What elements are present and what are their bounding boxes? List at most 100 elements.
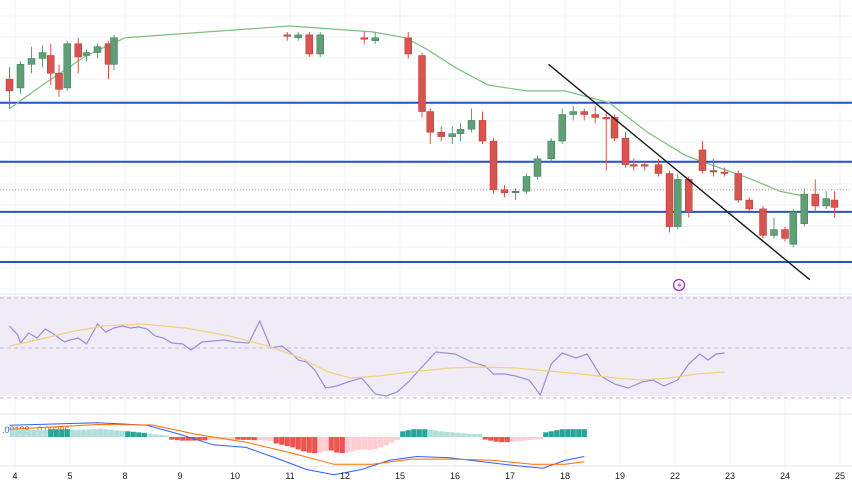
x-axis-tick-label: 17 (505, 471, 515, 481)
macd-histogram-bar (394, 437, 400, 441)
macd-histogram-bar (312, 437, 318, 454)
candle-body (500, 189, 509, 193)
macd-histogram-bar (42, 429, 48, 437)
macd-histogram-bar (251, 437, 257, 441)
macd-histogram-bar (163, 435, 169, 437)
candle-body (685, 179, 693, 213)
macd-histogram-bar (279, 437, 285, 445)
macd-histogram-bar (559, 429, 565, 437)
macd-histogram-bar (405, 430, 411, 437)
candle-body (38, 52, 47, 59)
x-axis-tick-label: 8 (122, 471, 127, 481)
macd-histogram-bar (284, 437, 290, 447)
macd-histogram-bar (515, 437, 521, 442)
macd-histogram-bar (471, 433, 477, 437)
candle-body (74, 43, 82, 58)
macd-histogram-bar (306, 437, 312, 453)
candle-body (665, 173, 674, 227)
x-axis-tick-label: 11 (285, 471, 294, 481)
candle-body (63, 43, 71, 89)
macd-histogram-bar (169, 437, 175, 440)
macd-histogram-bar (493, 437, 499, 442)
macd-histogram-bar (554, 430, 560, 437)
candle-body (93, 46, 102, 53)
candle-body (630, 164, 638, 167)
macd-histogram-bar (383, 437, 389, 446)
macd-histogram-bar (317, 437, 323, 453)
macd-histogram-bar (581, 429, 587, 437)
macd-histogram-bar (114, 430, 120, 437)
macd-histogram-bar (136, 432, 142, 437)
macd-histogram-bar (570, 429, 576, 437)
macd-histogram-bar (301, 437, 307, 452)
candle-body (418, 55, 426, 112)
macd-histogram-bar (108, 429, 114, 437)
candle-body (709, 170, 718, 173)
x-axis-tick-label: 5 (67, 471, 72, 481)
macd-histogram-bar (482, 437, 488, 440)
macd-histogram-bar (444, 431, 450, 437)
candle-body (811, 193, 819, 207)
macd-histogram-bar (488, 437, 494, 441)
candle-body (82, 52, 91, 56)
oscillator-band-fill (0, 296, 852, 396)
macd-histogram-bar (400, 431, 406, 437)
x-axis-tick-label: 4 (12, 471, 17, 481)
candle-body (789, 211, 797, 245)
macd-histogram-bar (268, 437, 274, 441)
candle-body (602, 117, 610, 120)
candle-body (822, 198, 830, 207)
macd-histogram-bar (15, 429, 21, 437)
x-axis-tick-label: 25 (835, 471, 845, 481)
x-axis-tick-label: 23 (725, 471, 735, 481)
candle-body (674, 179, 682, 227)
macd-histogram-bar (97, 428, 103, 437)
candle-body (569, 111, 577, 115)
macd-histogram-bar (477, 433, 483, 437)
macd-histogram-bar (26, 429, 32, 437)
macd-histogram-bar (328, 437, 334, 451)
candle-body (547, 140, 555, 160)
candle-body (294, 34, 302, 39)
candle-body (110, 37, 118, 65)
alert-marker[interactable] (672, 278, 686, 292)
macd-histogram-bar (295, 437, 301, 450)
macd-histogram-bar (521, 437, 527, 441)
candle-body (759, 208, 767, 236)
macd-histogram-bar (433, 430, 439, 437)
candle-body (830, 199, 839, 208)
x-axis-tick-label: 15 (395, 471, 405, 481)
macd-histogram-bar (565, 429, 571, 437)
macd-histogram-bar (367, 437, 373, 450)
lightning-bolt-glyph (677, 281, 682, 289)
candle-body (16, 64, 25, 89)
oscillator-pane (9, 319, 725, 397)
macd-histogram-bar (499, 437, 505, 443)
candle-body (591, 114, 599, 118)
macd-histogram-bar (350, 437, 356, 452)
candle-body (283, 34, 291, 37)
x-axis-tick-label: 18 (560, 471, 570, 481)
macd-histogram-bar (125, 431, 131, 437)
candle-body (654, 164, 663, 174)
candle-body (580, 111, 588, 115)
trendline (548, 63, 811, 281)
oscillator-main-line (9, 319, 725, 397)
macd-histogram-bar (180, 437, 186, 441)
candle-body (404, 37, 412, 55)
x-axis-tick-label: 16 (450, 471, 460, 481)
macd-histogram-bar (240, 437, 246, 440)
candle-body (720, 171, 729, 174)
candle-body (5, 78, 14, 92)
macd-histogram-bar (411, 429, 417, 437)
candle-body (533, 158, 542, 177)
macd-histogram-bar (510, 437, 516, 442)
macd-histogram-bar (345, 437, 351, 453)
macd-histogram-bar (438, 431, 444, 437)
macd-histogram-bar (537, 437, 543, 440)
candle-body (371, 37, 379, 41)
macd-histogram-bar (86, 429, 92, 437)
lightning-bolt-icon[interactable] (672, 278, 686, 292)
macd-histogram-bar (53, 429, 59, 437)
